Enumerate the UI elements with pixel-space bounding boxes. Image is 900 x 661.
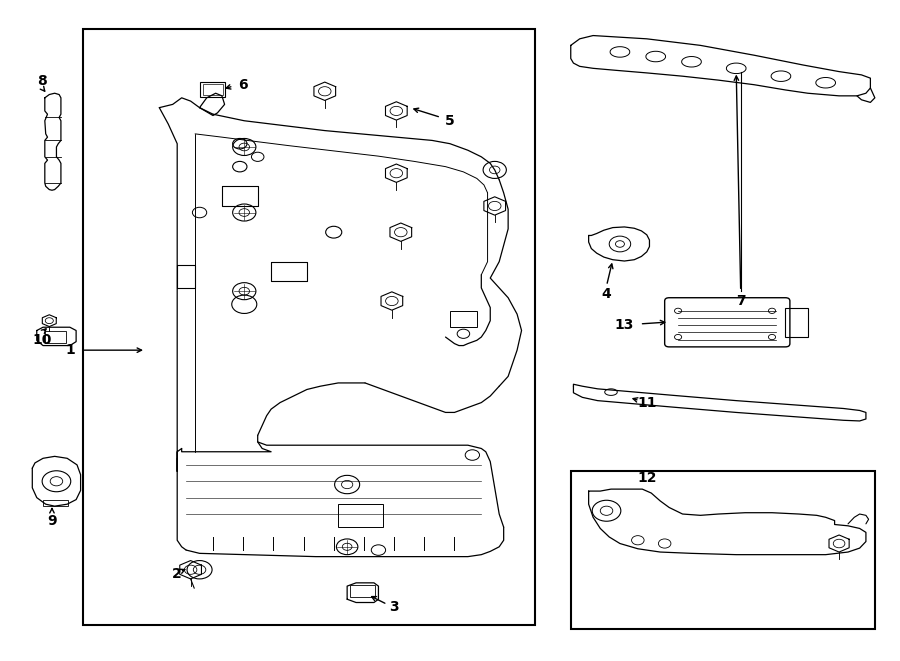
- Text: 11: 11: [637, 395, 656, 410]
- Text: 7: 7: [736, 294, 745, 308]
- Bar: [201, 82, 226, 97]
- Bar: [45, 331, 67, 343]
- Text: 8: 8: [37, 75, 47, 89]
- Text: 9: 9: [47, 514, 57, 527]
- Text: 5: 5: [446, 114, 454, 128]
- Text: 4: 4: [602, 288, 611, 301]
- Bar: [43, 500, 68, 506]
- Bar: [450, 311, 477, 327]
- Text: 3: 3: [389, 600, 399, 614]
- Bar: [84, 29, 535, 625]
- Text: 2: 2: [172, 567, 182, 581]
- Bar: [571, 471, 875, 629]
- Text: 1: 1: [65, 343, 75, 357]
- Bar: [203, 84, 223, 95]
- Text: 12: 12: [637, 471, 656, 485]
- Text: 10: 10: [32, 333, 52, 347]
- Text: 13: 13: [615, 318, 634, 332]
- Bar: [350, 586, 375, 598]
- Bar: [786, 307, 808, 337]
- Bar: [338, 504, 382, 527]
- Text: 6: 6: [238, 78, 248, 92]
